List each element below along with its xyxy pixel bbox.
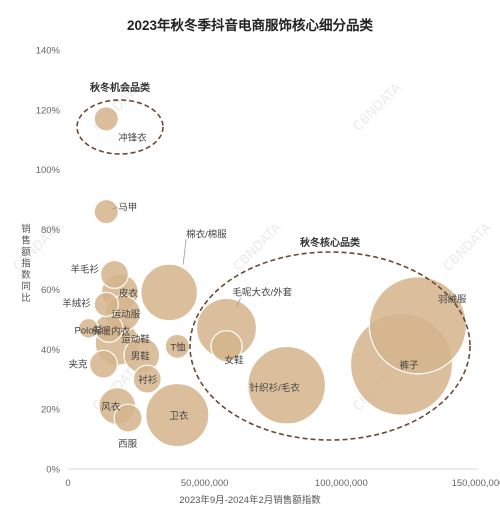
y-tick-label: 140% xyxy=(36,46,61,57)
y-tick-label: 80% xyxy=(41,225,61,236)
x-axis-label: 2023年9月-2024年2月销售额指数 xyxy=(179,494,321,506)
bubble-label: 羽绒服 xyxy=(438,293,467,305)
bubble-series xyxy=(78,106,468,448)
y-tick-label: 20% xyxy=(41,405,61,416)
bubble-衬衫 xyxy=(132,364,162,394)
y-tick-label: 40% xyxy=(41,345,61,356)
x-tick-label: 150,000,000 xyxy=(452,478,500,489)
bubble-冲锋衣 xyxy=(93,106,119,132)
y-tick-label: 100% xyxy=(36,165,61,176)
bubble-label: 运动鞋 xyxy=(121,333,150,345)
group-label-core: 秋冬核心品类 xyxy=(300,236,360,249)
y-tick-label: 120% xyxy=(36,105,61,116)
bubble-label: 男鞋 xyxy=(131,350,151,362)
x-tick-label: 100,000,000 xyxy=(315,478,368,489)
leader-line xyxy=(236,298,241,307)
watermark-text: CBNDATA xyxy=(441,221,495,275)
bubble-label: 马甲 xyxy=(118,203,137,214)
x-tick-label: 0 xyxy=(65,478,70,489)
bubble-label: 女鞋 xyxy=(225,354,245,366)
y-tick-label: 0% xyxy=(46,465,60,476)
bubble-卫衣 xyxy=(145,382,210,448)
bubble-label: 西服 xyxy=(118,439,138,450)
bubble-针织衫/毛衣 xyxy=(247,345,327,425)
bubble-label: 皮衣 xyxy=(119,287,139,299)
bubble-女鞋 xyxy=(210,330,243,363)
bubble-羊绒衫 xyxy=(93,291,119,318)
bubble-棉衣/棉服 xyxy=(140,263,199,322)
leader-line xyxy=(112,207,118,210)
bubble-Polo衫 xyxy=(78,317,99,339)
x-axis-ticks: 0 50,000,000 100,000,000 150,000,000 xyxy=(65,478,500,489)
bubble-label: 毛呢大衣/外套 xyxy=(233,286,293,298)
bubble-label: 针织衫/毛衣 xyxy=(250,382,301,394)
bubble-label: T恤 xyxy=(170,341,186,353)
bubble-夹克 xyxy=(88,349,119,379)
core-group-ellipse xyxy=(189,251,471,441)
bubble-label: 棉衣/棉服 xyxy=(186,228,227,240)
bubble-羊毛衫 xyxy=(99,259,130,290)
bubble-label: 风衣 xyxy=(101,401,121,413)
chart-title: 2023年秋冬季抖音电商服饰核心细分品类 xyxy=(127,17,374,33)
bubble-label: 冲锋衣 xyxy=(118,132,147,144)
watermark-text: CBNDATA xyxy=(351,81,405,135)
group-label-opportunity: 秋冬机会品类 xyxy=(90,81,150,94)
opportunity-group-ellipse xyxy=(76,99,164,155)
bubble-label: 运动服 xyxy=(112,309,141,320)
y-tick-label: 60% xyxy=(41,285,61,296)
leader-line xyxy=(182,239,187,265)
bubble-label: Polo衫 xyxy=(75,325,104,336)
x-tick-label: 50,000,000 xyxy=(181,478,229,489)
y-axis-ticks: 0% 20% 40% 60% 80% 100% 120% 140% xyxy=(36,46,61,476)
bubble-马甲 xyxy=(93,198,119,225)
y-axis-label: 销售额指数同比 xyxy=(21,223,31,304)
bubble-label: 卫衣 xyxy=(169,410,189,422)
bubble-西服 xyxy=(113,403,143,433)
bubble-label: 衬衫 xyxy=(138,374,158,386)
bubble-label: 羊毛衫 xyxy=(70,263,99,275)
bubble-label: 夹克 xyxy=(69,358,89,370)
bubble-label: 羊绒衫 xyxy=(62,297,91,309)
bubble-label: 裤子 xyxy=(399,359,419,371)
bubble-label: 保暖内衣 xyxy=(92,325,131,337)
